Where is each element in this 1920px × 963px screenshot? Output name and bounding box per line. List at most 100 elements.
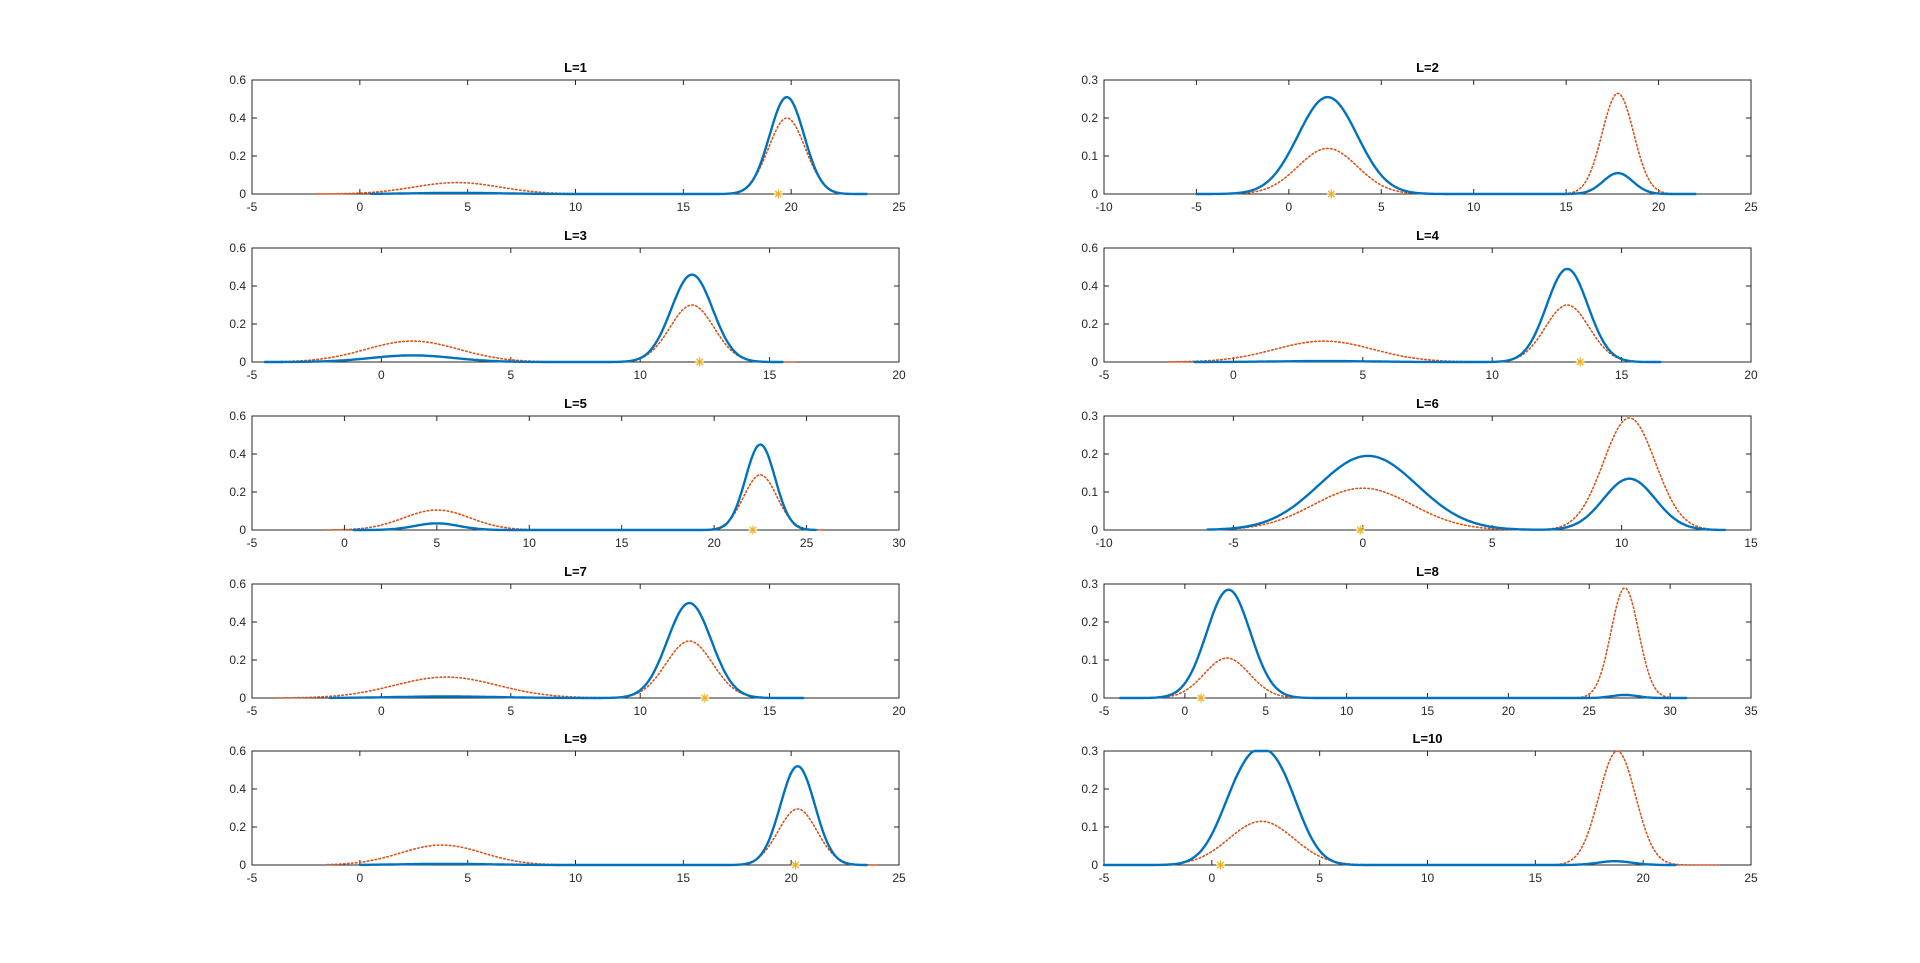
subplot-title: L=7 — [564, 564, 587, 579]
x-tick-label: -5 — [247, 704, 258, 718]
true-value-marker — [695, 357, 705, 367]
x-tick-label: 10 — [1421, 871, 1435, 885]
y-tick-label: 0.3 — [1081, 577, 1098, 591]
y-tick-label: 0 — [1091, 187, 1098, 201]
y-tick-label: 0.1 — [1081, 485, 1098, 499]
y-tick-label: 0 — [1091, 858, 1098, 872]
x-tick-label: 0 — [1359, 536, 1366, 550]
x-tick-label: -5 — [247, 368, 258, 382]
y-tick-label: 0.4 — [229, 279, 246, 293]
x-tick-label: -10 — [1095, 536, 1113, 550]
x-tick-label: 20 — [1502, 704, 1516, 718]
axes-box — [251, 583, 900, 699]
x-tick-label: -5 — [1191, 200, 1202, 214]
estimated-density-line — [369, 95, 868, 196]
subplot-6: L=6 -10 -5 0 5 10 15 0 0.1 0.2 0.3 — [1081, 396, 1758, 550]
x-tick-label: 25 — [1583, 704, 1597, 718]
x-tick-label: -5 — [247, 536, 258, 550]
x-tick-label: 0 — [1286, 200, 1293, 214]
y-tick-label: 0.3 — [1081, 744, 1098, 758]
true-value-marker — [1355, 525, 1365, 535]
subplot-title: L=6 — [1416, 396, 1439, 411]
true-value-marker — [1575, 357, 1585, 367]
x-tick-label: -5 — [1228, 536, 1239, 550]
x-tick-label: -5 — [1099, 368, 1110, 382]
true-value-marker — [700, 693, 710, 703]
reference-density-line — [325, 474, 826, 531]
x-tick-label: 5 — [464, 871, 471, 885]
axes-box — [1103, 415, 1752, 531]
x-tick-label: -5 — [1099, 871, 1110, 885]
x-tick-label: 25 — [892, 200, 906, 214]
subplot-title: L=9 — [564, 731, 587, 746]
x-tick-label: 0 — [356, 871, 363, 885]
axes-box — [1103, 247, 1752, 363]
x-tick-label: 15 — [763, 368, 777, 382]
x-tick-label: 5 — [1262, 704, 1269, 718]
x-tick-label: 0 — [1208, 871, 1215, 885]
x-tick-label: 20 — [892, 704, 906, 718]
estimated-density-line — [358, 765, 868, 867]
x-tick-label: 25 — [892, 871, 906, 885]
x-tick-label: 5 — [464, 200, 471, 214]
x-tick-label: 15 — [1529, 871, 1543, 885]
true-value-marker — [748, 525, 758, 535]
y-tick-label: 0.6 — [229, 744, 246, 758]
x-tick-label: 5 — [507, 368, 514, 382]
y-tick-label: 0 — [1091, 523, 1098, 537]
y-tick-label: 0 — [239, 691, 246, 705]
x-tick-label: 10 — [634, 368, 648, 382]
x-tick-label: -5 — [1099, 704, 1110, 718]
x-tick-label: 20 — [1652, 200, 1666, 214]
x-tick-label: 30 — [892, 536, 906, 550]
subplot-title: L=2 — [1416, 60, 1439, 75]
x-tick-label: 15 — [763, 704, 777, 718]
estimated-density-line — [263, 273, 784, 364]
axes-box — [251, 415, 900, 531]
y-tick-label: 0 — [239, 523, 246, 537]
y-tick-label: 0.1 — [1081, 653, 1098, 667]
x-tick-label: 15 — [1615, 368, 1629, 382]
y-tick-label: 0.4 — [229, 782, 246, 796]
reference-density-line — [1167, 304, 1662, 363]
y-tick-label: 0.4 — [229, 111, 246, 125]
y-tick-label: 0.2 — [229, 149, 246, 163]
x-tick-label: 0 — [1230, 368, 1237, 382]
axes-box — [251, 79, 900, 195]
reference-density-line — [1103, 750, 1720, 866]
y-tick-label: 0.2 — [1081, 317, 1098, 331]
y-tick-label: 0.2 — [229, 653, 246, 667]
x-tick-label: 10 — [1340, 704, 1354, 718]
x-tick-label: 5 — [1489, 536, 1496, 550]
true-value-marker — [773, 189, 783, 199]
y-tick-label: 0.1 — [1081, 820, 1098, 834]
subplot-title: L=1 — [564, 60, 587, 75]
x-tick-label: 0 — [356, 200, 363, 214]
true-value-marker — [1196, 693, 1206, 703]
x-tick-label: 15 — [677, 871, 691, 885]
subplot-title: L=10 — [1413, 731, 1443, 746]
x-tick-label: 10 — [569, 200, 583, 214]
x-tick-label: 35 — [1744, 704, 1758, 718]
x-tick-label: 5 — [1316, 871, 1323, 885]
x-tick-label: 20 — [892, 368, 906, 382]
x-tick-label: 20 — [707, 536, 721, 550]
y-tick-label: 0.4 — [229, 615, 246, 629]
y-tick-label: 0 — [239, 355, 246, 369]
axes-box — [1103, 583, 1752, 699]
y-tick-label: 0.2 — [1081, 782, 1098, 796]
y-tick-label: 0 — [1091, 691, 1098, 705]
axes-box — [1103, 79, 1752, 195]
x-tick-label: 10 — [1615, 536, 1629, 550]
x-tick-label: 20 — [1744, 368, 1758, 382]
y-tick-label: 0.3 — [1081, 73, 1098, 87]
x-tick-label: 15 — [615, 536, 629, 550]
subplot-2: L=2 -10 -5 0 5 10 15 20 25 0 0.1 0.2 0.3 — [1081, 60, 1758, 214]
